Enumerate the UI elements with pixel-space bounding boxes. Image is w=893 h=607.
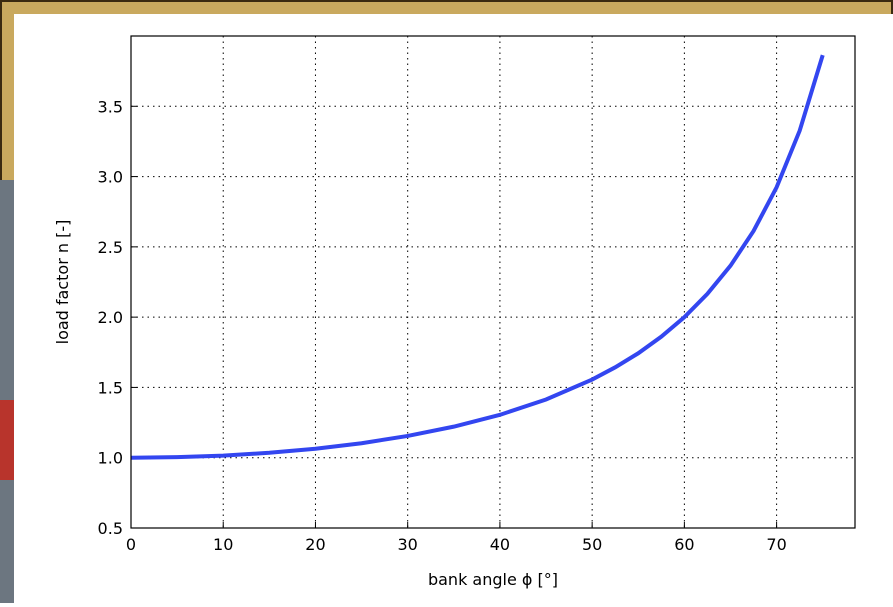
y-tick-label: 1.5 (98, 378, 123, 397)
x-axis-label: bank angle ϕ [°] (428, 570, 558, 589)
x-tick-label: 70 (766, 535, 786, 554)
y-axis-label: load factor n [-] (53, 220, 72, 345)
x-tick-label: 40 (490, 535, 510, 554)
x-tick-label: 0 (126, 535, 136, 554)
x-tick-label: 50 (582, 535, 602, 554)
y-tick-label: 3.0 (98, 168, 123, 187)
photo-strip (0, 180, 14, 603)
y-tick-label: 0.5 (98, 519, 123, 538)
chart-panel (14, 14, 893, 603)
x-tick-label: 10 (213, 535, 233, 554)
x-tick-label: 30 (398, 535, 418, 554)
screenshot: bank angle ϕ [°] load factor n [-] 0 10 20… (0, 0, 893, 603)
x-tick-label: 60 (674, 535, 694, 554)
y-tick-label: 2.0 (98, 308, 123, 327)
photo-detail (0, 400, 14, 480)
x-tick-label: 20 (305, 535, 325, 554)
y-tick-label: 1.0 (98, 449, 123, 468)
y-tick-label: 3.5 (98, 97, 123, 116)
page: {"chart_data": {"type": "line", "x_label… (0, 0, 893, 603)
y-tick-label: 2.5 (98, 238, 123, 257)
